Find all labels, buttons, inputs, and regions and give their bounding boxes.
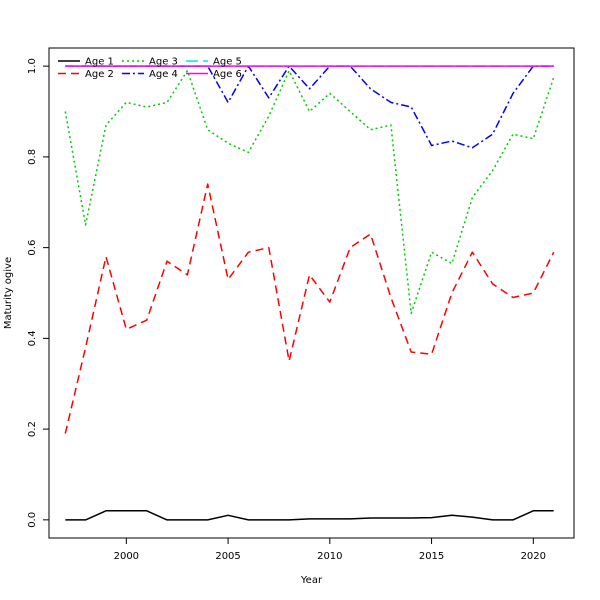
series-line-age-3 — [64, 69, 555, 315]
legend-label-age-1: Age 1 — [85, 57, 114, 68]
x-tick-label: 2005 — [215, 551, 240, 562]
legend-label-age-3: Age 3 — [149, 57, 178, 68]
legend-label-age-6: Age 6 — [213, 69, 242, 80]
legend-label-age-5: Age 5 — [213, 57, 242, 68]
plot-frame — [48, 47, 575, 539]
y-tick-label: 0.2 — [27, 421, 38, 437]
legend-label-age-4: Age 4 — [149, 69, 178, 80]
x-axis: 2000 2005 2010 2015 2020 — [114, 538, 546, 562]
series-line-age-1 — [65, 510, 554, 521]
x-tick-label: 2020 — [521, 551, 546, 562]
x-tick-label: 2015 — [419, 551, 444, 562]
y-tick-label: 0.4 — [27, 330, 38, 346]
y-tick-label: 0.6 — [27, 240, 38, 256]
series-line-age-4 — [65, 65, 554, 149]
y-tick-label: 0.0 — [27, 512, 38, 528]
legend-label-age-2: Age 2 — [85, 69, 114, 80]
x-tick-label: 2000 — [114, 551, 139, 562]
series-layer — [64, 65, 555, 521]
x-axis-label: Year — [300, 575, 323, 586]
y-axis: 0.0 0.2 0.4 0.6 0.8 1.0 — [27, 58, 49, 528]
y-axis-label: Maturity ogive — [3, 257, 14, 329]
y-tick-label: 0.8 — [27, 149, 38, 165]
y-tick-label: 1.0 — [27, 58, 38, 74]
x-tick-label: 2010 — [317, 551, 342, 562]
series-line-age-2 — [64, 183, 555, 434]
